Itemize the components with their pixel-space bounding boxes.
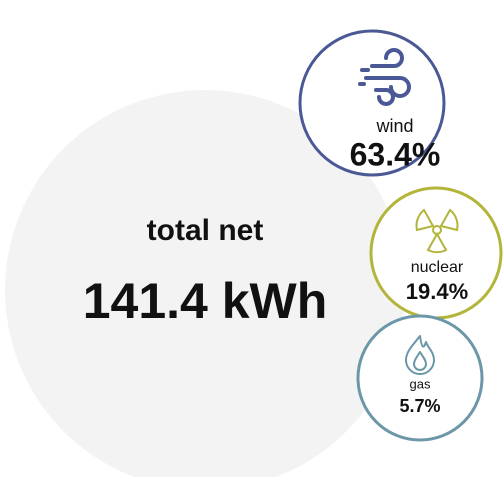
gas-value: 5.7% <box>399 396 440 416</box>
total-label: total net <box>147 214 264 247</box>
wind-value: 63.4% <box>350 136 441 172</box>
wind-label: wind <box>375 116 413 136</box>
gas-icon <box>405 335 435 375</box>
wind-icon <box>358 48 411 106</box>
gas-label: gas <box>410 376 431 391</box>
nuclear-icon <box>415 208 459 254</box>
total-value: 141.4 kWh <box>83 273 328 329</box>
nuclear-value: 19.4% <box>406 279 468 304</box>
nuclear-label: nuclear <box>411 259 464 276</box>
wind-bubble <box>298 29 446 177</box>
gas-bubble <box>356 314 484 442</box>
total-bubble <box>5 90 405 477</box>
